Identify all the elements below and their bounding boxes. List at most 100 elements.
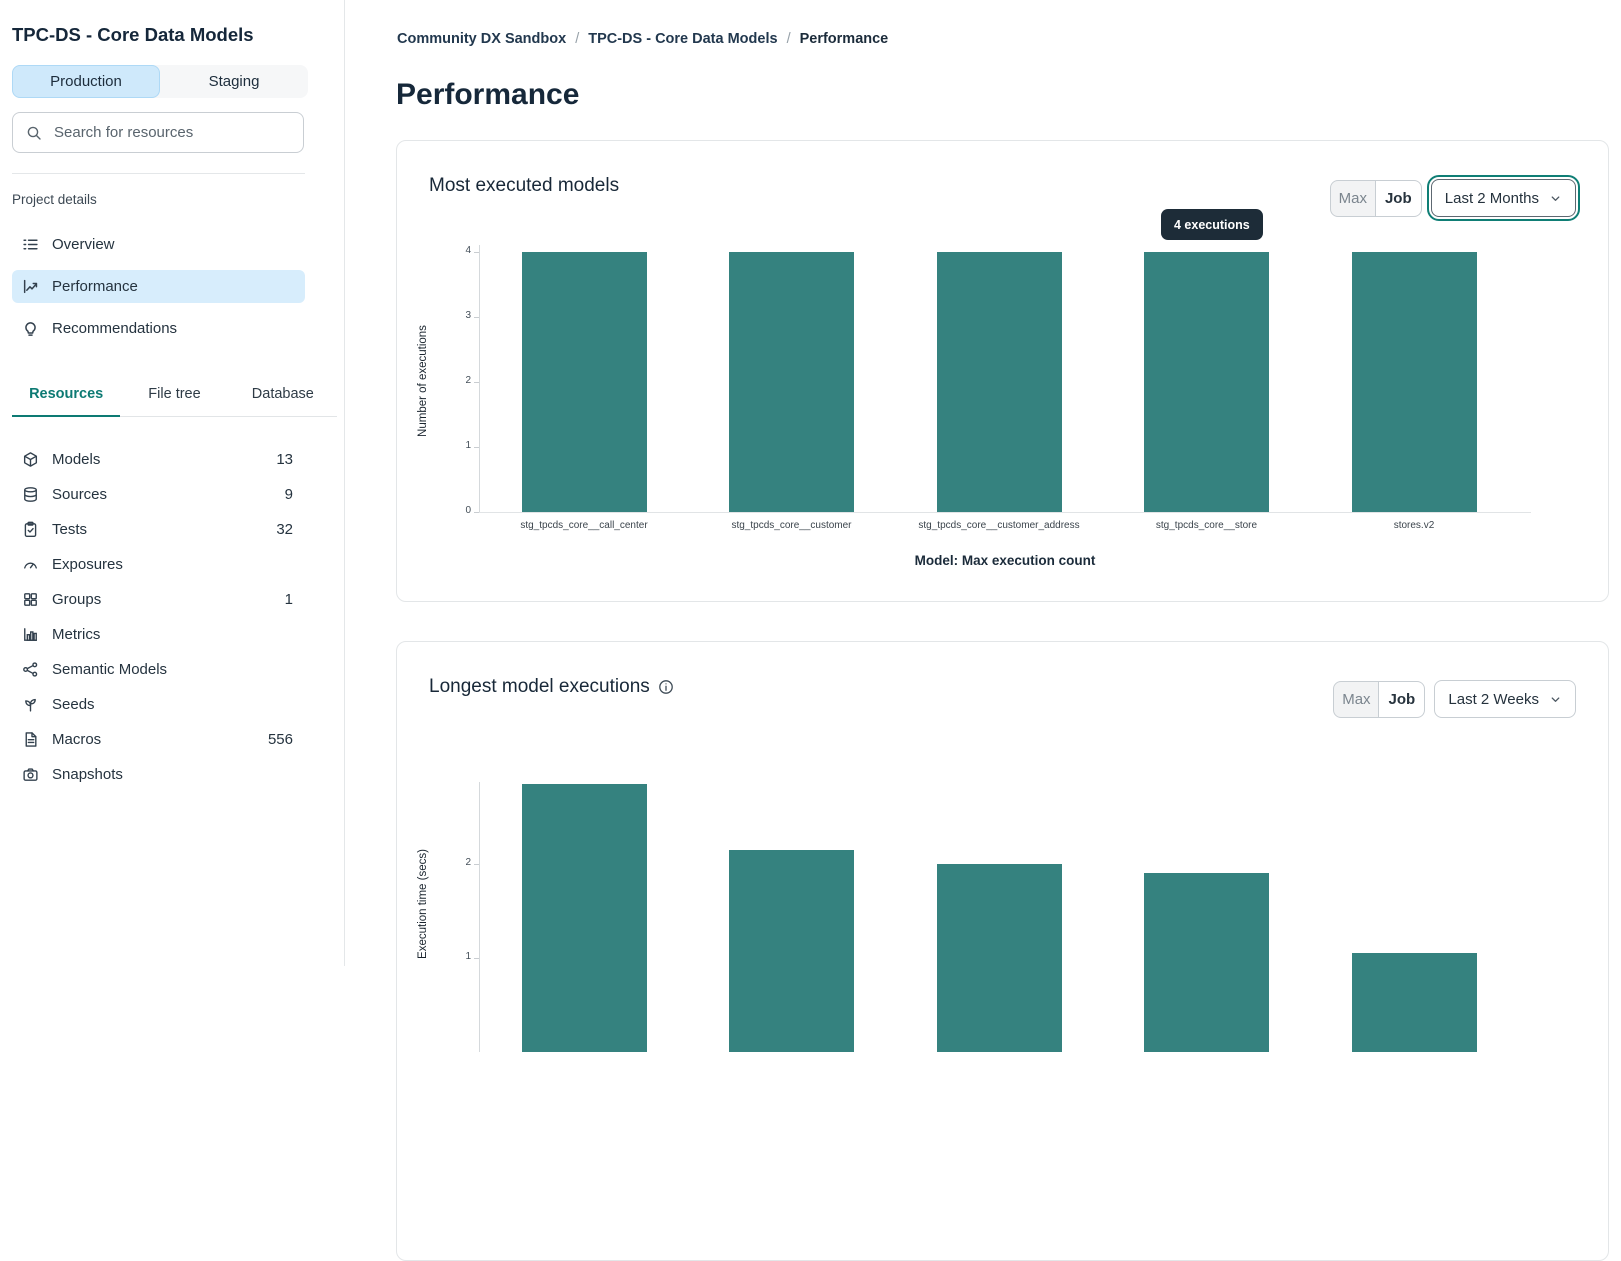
resource-count: 1 [284, 591, 293, 608]
chevron-down-icon [1549, 693, 1562, 706]
lightbulb-icon [22, 320, 39, 337]
list-icon [22, 236, 39, 253]
sidebar-item-performance[interactable]: Performance [12, 270, 305, 303]
sidebar-item-groups[interactable]: Groups 1 [12, 582, 303, 617]
max-toggle-button[interactable]: Max [1333, 680, 1380, 718]
database-icon [22, 486, 39, 503]
time-range-value: Last 2 Weeks [1448, 690, 1539, 708]
aggregation-toggle: Max Job [1329, 179, 1422, 217]
sidebar-item-exposures[interactable]: Exposures [12, 547, 303, 582]
y-tick-label: 1 [465, 951, 471, 962]
resource-count: 556 [267, 731, 293, 748]
resource-label: Sources [52, 486, 108, 503]
page-title: Performance [396, 78, 580, 112]
y-tick-label: 3 [465, 310, 471, 321]
nodes-icon [22, 661, 39, 678]
sidebar-item-sources[interactable]: Sources 9 [12, 477, 303, 512]
y-tick-label: 4 [465, 245, 471, 256]
longest-model-executions-plot: 1 2 Execution time (secs) [397, 642, 1608, 1260]
y-tick-label: 1 [465, 440, 471, 451]
sidebar-item-models[interactable]: Models 13 [12, 442, 303, 477]
resource-label: Metrics [52, 626, 101, 643]
y-axis-title: Execution time (secs) [417, 849, 429, 959]
max-toggle-button[interactable]: Max [1329, 179, 1376, 217]
info-icon[interactable] [658, 679, 674, 695]
bar-stg_tpcds_core__store[interactable] [1144, 252, 1269, 512]
project-title: TPC-DS - Core Data Models [12, 24, 254, 45]
x-axis-category: stg_tpcds_core__store [1155, 520, 1258, 531]
bar-stg_tpcds_core__customer[interactable] [729, 252, 854, 512]
y-axis-line [479, 782, 480, 1052]
resource-label: Seeds [52, 696, 95, 713]
breadcrumb-separator: / [575, 31, 580, 47]
bar-model-2[interactable] [729, 849, 854, 1052]
resource-label: Tests [52, 521, 88, 538]
y-tick-label: 0 [465, 505, 471, 516]
breadcrumb-current-page: Performance [799, 31, 889, 47]
environment-toggle: Production Staging [12, 65, 308, 98]
sidebar-item-tests[interactable]: Tests 32 [12, 512, 303, 547]
bar-stg_tpcds_core__customer_address[interactable] [936, 252, 1062, 512]
sidebar-tabs: Resources File tree Database [12, 372, 337, 417]
chevron-down-icon [1549, 192, 1562, 205]
y-tick-mark [474, 864, 479, 865]
sidebar-item-recommendations[interactable]: Recommendations [12, 312, 305, 345]
sidebar: TPC-DS - Core Data Models Production Sta… [0, 0, 345, 966]
search-box[interactable] [12, 112, 304, 153]
resource-label: Macros [52, 731, 102, 748]
sidebar-divider [12, 173, 305, 174]
resource-label: Exposures [52, 556, 123, 573]
bar-model-4[interactable] [1144, 873, 1269, 1052]
sidebar-item-label: Performance [52, 278, 138, 295]
tab-database[interactable]: Database [251, 385, 314, 402]
x-axis-title: Model: Max execution count [914, 553, 1096, 568]
bar-model-5[interactable] [1351, 953, 1477, 1052]
y-tick-mark [474, 317, 479, 318]
bar-model-3[interactable] [936, 864, 1062, 1052]
most-executed-models-card: Most executed models Max Job Last 2 Mont… [396, 140, 1609, 602]
time-range-select[interactable]: Last 2 Weeks [1434, 680, 1576, 718]
sidebar-item-semantic-models[interactable]: Semantic Models [12, 652, 303, 687]
sidebar-item-macros[interactable]: Macros 556 [12, 722, 303, 757]
grid-icon [22, 591, 39, 608]
time-range-select[interactable]: Last 2 Months [1426, 175, 1581, 221]
tab-file-tree[interactable]: File tree [148, 385, 201, 402]
bar-stg_tpcds_core__call_center[interactable] [521, 252, 647, 512]
y-axis-title: Number of executions [417, 325, 429, 437]
staging-tab[interactable]: Staging [160, 65, 308, 98]
sidebar-item-label: Recommendations [52, 320, 178, 337]
sidebar-item-snapshots[interactable]: Snapshots [12, 757, 303, 792]
job-toggle-button[interactable]: Job [1375, 179, 1422, 217]
tab-resources[interactable]: Resources [12, 372, 121, 417]
job-toggle-button[interactable]: Job [1379, 680, 1426, 718]
camera-icon [22, 766, 39, 783]
sidebar-item-label: Overview [52, 236, 115, 253]
y-tick-mark [474, 252, 479, 253]
most-executed-models-plot: 0 1 2 3 4 stg_tpcds_core__call_center stg_tpcd… [397, 141, 1608, 601]
breadcrumb-account[interactable]: Community DX Sandbox [397, 31, 567, 47]
bar-stores.v2[interactable] [1351, 252, 1477, 512]
sidebar-item-overview[interactable]: Overview [12, 228, 305, 261]
sidebar-item-seeds[interactable]: Seeds [12, 687, 303, 722]
chart-title: Longest model executions [429, 676, 674, 698]
production-tab[interactable]: Production [12, 65, 160, 98]
search-input[interactable] [52, 123, 290, 142]
x-axis-category: stg_tpcds_core__customer [731, 520, 852, 531]
chart-controls: Max Job Last 2 Months [1329, 175, 1581, 221]
bar-model-1[interactable] [521, 784, 647, 1052]
y-axis-line [479, 245, 480, 512]
clipboard-check-icon [22, 521, 39, 538]
x-axis-category: stg_tpcds_core__customer_address [918, 520, 1080, 531]
breadcrumb-project[interactable]: TPC-DS - Core Data Models [588, 31, 778, 47]
sidebar-item-metrics[interactable]: Metrics [12, 617, 303, 652]
resource-count: 32 [276, 521, 293, 538]
resource-label: Snapshots [52, 766, 123, 783]
resource-label: Semantic Models [52, 661, 168, 678]
x-axis-category: stg_tpcds_core__call_center [520, 520, 648, 531]
y-tick-mark [474, 512, 479, 513]
y-tick-mark [474, 958, 479, 959]
gauge-icon [22, 556, 39, 573]
x-axis-line [479, 512, 1531, 513]
cube-icon [22, 451, 39, 468]
breadcrumb-separator: / [786, 31, 791, 47]
